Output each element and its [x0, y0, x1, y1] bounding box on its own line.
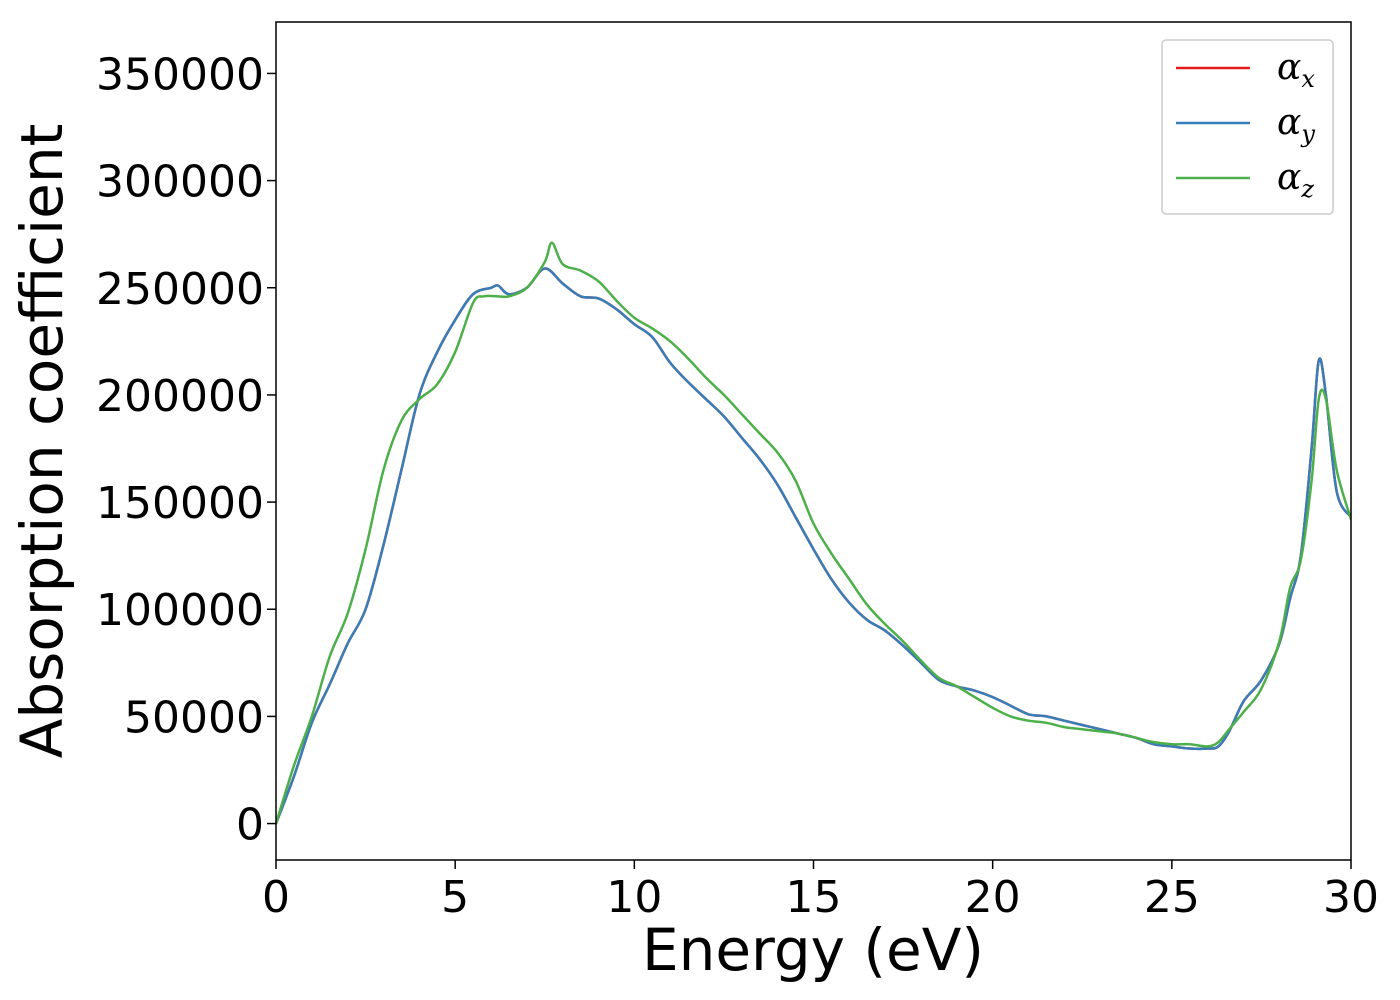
legend-label-base: α — [1277, 47, 1301, 88]
series-line-y — [276, 267, 1351, 825]
series-line-z — [276, 241, 1351, 825]
legend-label-subscript: z — [1300, 175, 1314, 203]
y-tick-label: 350000 — [96, 49, 264, 100]
legend-label-subscript: x — [1301, 65, 1315, 93]
y-tick-label: 0 — [236, 800, 264, 851]
x-tick-label: 15 — [786, 872, 842, 923]
legend-label-base: α — [1277, 157, 1301, 198]
y-axis-label: Absorption coefficient — [8, 124, 76, 759]
x-tick-label: 30 — [1323, 872, 1379, 923]
y-tick-label: 200000 — [96, 371, 264, 422]
x-tick-label: 10 — [606, 872, 662, 923]
y-tick-label: 100000 — [96, 585, 264, 636]
legend-label-x: αx — [1277, 47, 1315, 93]
x-tick-label: 0 — [262, 872, 290, 923]
x-tick-label: 5 — [441, 872, 469, 923]
ticks-layer: 0 5 10 15 20 25 30 0 50000 100000 150000 200000 2500… — [96, 49, 1379, 923]
y-tick-label: 150000 — [96, 478, 264, 529]
y-tick-label: 250000 — [96, 264, 264, 315]
y-tick-label: 300000 — [96, 157, 264, 208]
y-tick-label: 50000 — [124, 692, 264, 743]
legend-label-y: αy — [1277, 102, 1315, 148]
legend-label-subscript: y — [1300, 120, 1315, 148]
legend-frame — [1161, 39, 1334, 215]
series-layer — [276, 241, 1351, 825]
plot-frame — [275, 21, 1352, 861]
legend-label-z: αz — [1277, 157, 1314, 203]
x-axis-label: Energy (eV) — [642, 916, 984, 984]
legend-label-base: α — [1277, 102, 1301, 143]
x-tick-label: 20 — [965, 872, 1021, 923]
x-tick-label: 25 — [1144, 872, 1200, 923]
